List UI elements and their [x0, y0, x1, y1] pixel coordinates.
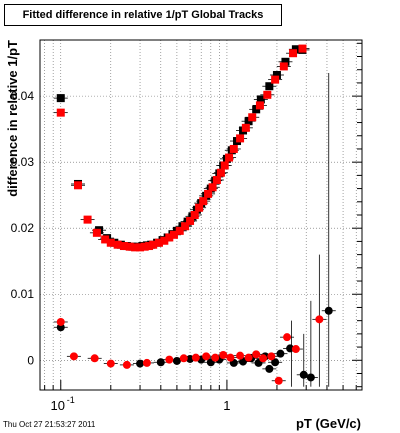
data-point [74, 181, 83, 190]
data-point [145, 242, 154, 251]
data-point [289, 49, 298, 58]
data-point [204, 189, 213, 198]
data-point [149, 240, 158, 249]
data-point [286, 344, 295, 353]
data-point [229, 144, 238, 153]
data-point [241, 123, 250, 132]
data-point [199, 197, 208, 206]
data-point [195, 203, 204, 212]
y-tick-label: 0.04 [11, 89, 35, 103]
data-point [306, 373, 315, 382]
data-point [236, 134, 245, 143]
data-point [324, 306, 333, 315]
data-point [56, 108, 65, 117]
data-point [92, 228, 101, 237]
data-point [90, 354, 99, 363]
data-point [272, 71, 281, 79]
data-point [181, 222, 190, 231]
data-point [263, 90, 272, 99]
data-point [106, 238, 115, 247]
data-point [175, 226, 184, 235]
data-point [125, 242, 134, 251]
data-point [271, 75, 280, 84]
y-axis-label: difference in relative 1/pT [5, 40, 20, 197]
data-point [106, 359, 115, 368]
x-tick-label: 1 [223, 398, 230, 413]
data-point [119, 242, 128, 251]
data-point [202, 352, 211, 361]
data-point [208, 183, 217, 192]
data-point [252, 350, 261, 359]
data-point [226, 353, 235, 362]
data-point [140, 242, 149, 251]
tick-layer [44, 42, 362, 390]
data-point [142, 358, 151, 367]
data-point [113, 240, 122, 249]
chart-title: Fitted difference in relative 1/pT Globa… [22, 9, 264, 21]
data-point [236, 351, 245, 360]
timestamp: Thu Oct 27 21:53:27 2011 [3, 420, 96, 429]
data-point [256, 95, 265, 104]
data-point [156, 358, 165, 367]
data-point [216, 168, 225, 177]
marker-layer [56, 44, 333, 385]
data-point [211, 353, 220, 362]
data-point [83, 215, 92, 224]
data-point [265, 364, 274, 373]
data-point [244, 353, 253, 362]
data-point [291, 345, 300, 354]
data-point [279, 62, 288, 71]
data-point [191, 353, 200, 362]
data-point [101, 235, 110, 244]
data-point [225, 153, 234, 162]
data-point [259, 354, 268, 363]
y-tick-label: 0.03 [11, 155, 35, 169]
data-point [239, 357, 248, 366]
data-point [190, 211, 199, 219]
data-point [283, 333, 292, 342]
data-point [172, 356, 181, 365]
data-point [56, 94, 65, 103]
data-point [248, 113, 257, 122]
data-point [136, 359, 145, 368]
data-point [186, 216, 195, 225]
data-point [298, 44, 307, 53]
chart-title-box: Fitted difference in relative 1/pT Globa… [4, 4, 282, 26]
data-point [131, 243, 140, 252]
x-tick-label-exponent: -1 [67, 395, 75, 405]
y-tick-label: 0.01 [11, 287, 35, 301]
data-point [154, 238, 163, 247]
label-layer: pT (GeV/c) difference in relative 1/pT 0… [5, 40, 361, 431]
data-point [136, 243, 145, 252]
data-point [56, 317, 65, 326]
data-point [212, 176, 221, 184]
y-tick-label: 0.02 [11, 221, 35, 235]
data-point [165, 355, 174, 364]
x-tick-label: 10 [51, 398, 65, 413]
data-point [165, 233, 174, 242]
data-point [220, 161, 229, 170]
data-point [160, 236, 169, 245]
data-point [169, 230, 178, 239]
data-point [274, 376, 283, 385]
data-point [276, 349, 285, 358]
data-point [265, 82, 274, 91]
y-tick-label: 0 [27, 353, 34, 367]
data-point [267, 352, 276, 361]
data-point [69, 352, 78, 361]
data-point [281, 57, 290, 66]
data-point [315, 315, 324, 324]
data-point [299, 370, 308, 379]
data-point [179, 354, 188, 363]
data-point [219, 351, 228, 359]
data-point [271, 358, 280, 367]
data-point [122, 360, 131, 369]
x-axis-label: pT (GeV/c) [296, 416, 361, 431]
data-point [255, 101, 264, 110]
